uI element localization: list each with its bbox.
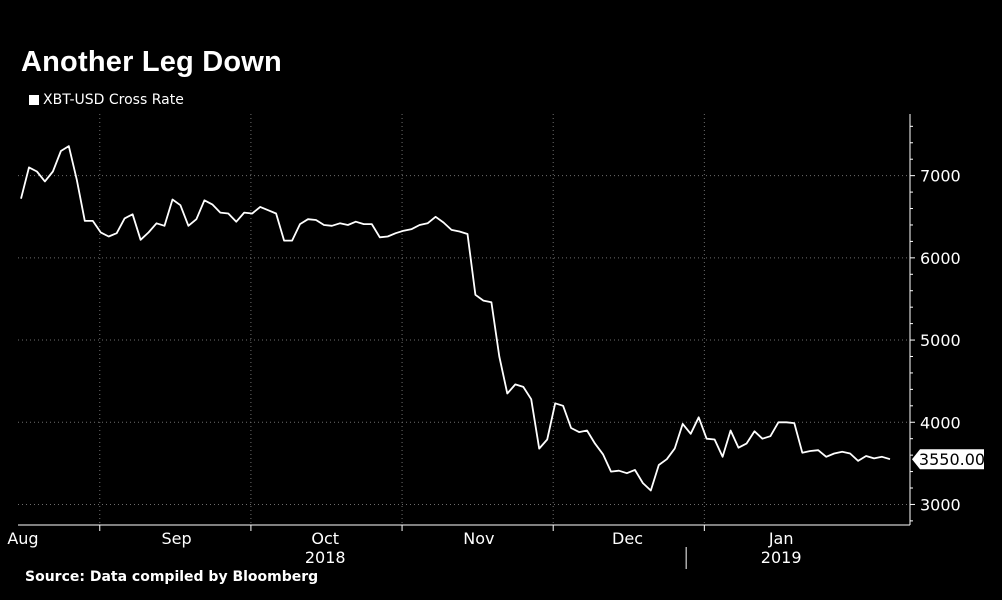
source-note: Source: Data compiled by Bloomberg bbox=[25, 569, 319, 585]
y-tick-label: 5000 bbox=[920, 331, 961, 350]
x-tick-label: Dec bbox=[612, 529, 643, 548]
year-label: 2019 bbox=[761, 548, 802, 567]
x-tick-label: Aug bbox=[7, 529, 38, 548]
legend-swatch bbox=[29, 95, 39, 105]
chart-title: Another Leg Down bbox=[21, 46, 282, 78]
x-tick-label: Jan bbox=[768, 529, 794, 548]
y-tick-label: 6000 bbox=[920, 249, 961, 268]
y-tick-label: 4000 bbox=[920, 413, 961, 432]
y-tick-label: 3000 bbox=[920, 495, 961, 514]
legend-label: XBT-USD Cross Rate bbox=[43, 92, 184, 108]
year-label: 2018 bbox=[305, 548, 346, 567]
last-value-label: 3550.00 bbox=[919, 450, 985, 469]
x-tick-label: Oct bbox=[311, 529, 339, 548]
series-line bbox=[20, 145, 891, 492]
last-value-flag bbox=[912, 449, 984, 470]
y-tick-label: 7000 bbox=[920, 167, 961, 186]
x-tick-label: Nov bbox=[463, 529, 494, 548]
x-tick-label: Sep bbox=[161, 529, 191, 548]
legend: XBT-USD Cross Rate bbox=[29, 92, 184, 108]
